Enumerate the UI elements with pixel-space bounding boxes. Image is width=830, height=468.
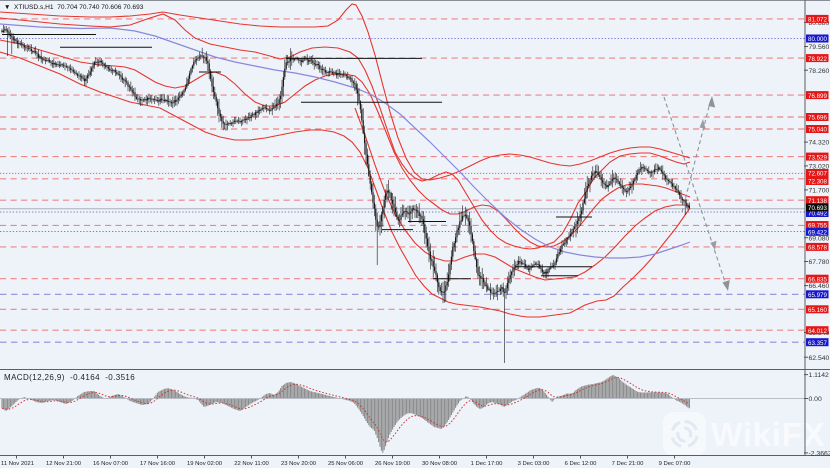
svg-text:80.880: 80.880: [809, 20, 830, 27]
svg-text:63.357: 63.357: [808, 340, 827, 347]
svg-text:22 Nov 11:00: 22 Nov 11:00: [234, 461, 269, 467]
svg-text:75.040: 75.040: [808, 127, 827, 134]
svg-text:62.540: 62.540: [809, 355, 830, 362]
svg-text:72.308: 72.308: [808, 179, 827, 186]
svg-text:73.529: 73.529: [808, 154, 827, 161]
svg-text:17 Nov 16:00: 17 Nov 16:00: [140, 461, 176, 467]
svg-text:7 Dec 21:00: 7 Dec 21:00: [612, 461, 644, 467]
svg-text:71.700: 71.700: [809, 188, 830, 195]
svg-text:0.00: 0.00: [809, 396, 822, 403]
svg-text:68.578: 68.578: [808, 245, 827, 252]
svg-text:70.693: 70.693: [808, 205, 827, 212]
svg-text:69.422: 69.422: [808, 230, 827, 237]
svg-text:MACD(12,26,9) -0.4164 -0.351: MACD(12,26,9) -0.4164 -0.3516: [4, 373, 135, 382]
svg-text:1 Dec 17:00: 1 Dec 17:00: [471, 461, 503, 467]
svg-text:67.780: 67.780: [809, 259, 830, 266]
svg-text:78.922: 78.922: [808, 56, 827, 63]
svg-text:1.1142: 1.1142: [809, 372, 830, 379]
svg-text:81.072: 81.072: [808, 17, 827, 24]
svg-text:79.560: 79.560: [809, 44, 830, 51]
svg-text:16 Nov 07:00: 16 Nov 07:00: [93, 461, 129, 467]
svg-text:72.607: 72.607: [808, 171, 827, 178]
svg-text:XTIUSD.s,H1 70.704 70.740 70.: XTIUSD.s,H1 70.704 70.740 70.606 70.693: [14, 4, 144, 11]
svg-text:78.260: 78.260: [809, 68, 830, 75]
svg-text:66.460: 66.460: [809, 283, 830, 290]
svg-text:65.160: 65.160: [808, 307, 827, 314]
svg-text:26 Nov 19:00: 26 Nov 19:00: [375, 461, 411, 467]
svg-text:23 Nov 20:00: 23 Nov 20:00: [281, 461, 317, 467]
svg-text:25 Nov 06:00: 25 Nov 06:00: [328, 461, 364, 467]
svg-text:64.012: 64.012: [808, 328, 827, 335]
svg-text:12 Nov 21:00: 12 Nov 21:00: [46, 461, 82, 467]
svg-text:▼: ▼: [4, 4, 10, 11]
svg-text:73.020: 73.020: [809, 164, 830, 171]
svg-text:66.835: 66.835: [808, 276, 827, 283]
svg-text:71.138: 71.138: [808, 198, 827, 205]
svg-text:80.000: 80.000: [808, 36, 827, 43]
svg-text:30 Nov 08:00: 30 Nov 08:00: [422, 461, 458, 467]
svg-text:76.899: 76.899: [808, 93, 827, 100]
svg-text:-2.3662: -2.3662: [809, 451, 830, 458]
svg-text:6 Dec 12:00: 6 Dec 12:00: [565, 461, 597, 467]
svg-text:70.492: 70.492: [808, 211, 827, 218]
svg-text:3 Dec 03:00: 3 Dec 03:00: [518, 461, 550, 467]
svg-text:74.320: 74.320: [809, 140, 830, 147]
svg-text:65.979: 65.979: [808, 292, 827, 299]
svg-text:69.755: 69.755: [808, 223, 827, 230]
svg-text:WikiFX: WikiFX: [711, 417, 826, 454]
svg-text:11 Nov 2021: 11 Nov 2021: [1, 461, 34, 467]
svg-text:19 Nov 02:00: 19 Nov 02:00: [187, 461, 223, 467]
svg-text:9 Dec 07:00: 9 Dec 07:00: [659, 461, 691, 467]
svg-text:69.080: 69.080: [809, 235, 830, 242]
svg-text:75.696: 75.696: [808, 115, 827, 122]
